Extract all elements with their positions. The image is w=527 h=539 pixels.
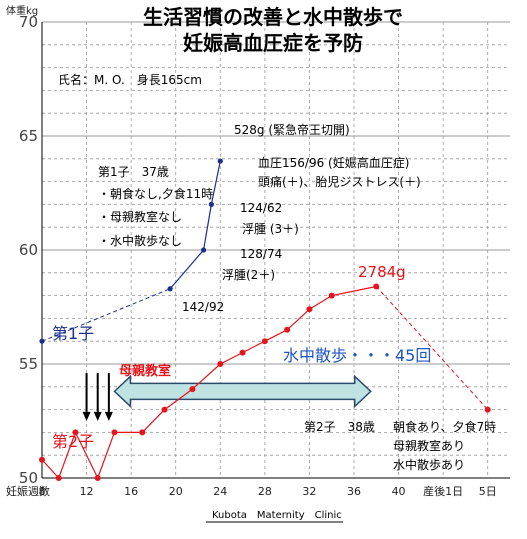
data-point (189, 386, 196, 393)
data-point (217, 361, 224, 367)
x-axis-label: 妊娠週数 (6, 484, 50, 498)
water-walk-label: 水中散歩・・・45回 (283, 346, 431, 365)
x-tick-label: 12 (80, 485, 94, 498)
class-arrow-head (104, 411, 113, 421)
footer: Kubota Maternity Clinic (206, 510, 343, 523)
data-point (217, 158, 223, 164)
series-segment (202, 204, 212, 251)
y-tick-label: 50 (19, 469, 38, 487)
series-segment (286, 308, 310, 331)
axes (41, 22, 510, 479)
x-tick-labels: 8 12 16 20 24 28 32 36 40 産後1日 5日 (39, 484, 497, 498)
x-tick-label: 5日 (479, 485, 497, 498)
edema-3-label: 浮腫 (3＋) (242, 222, 299, 236)
data-point (261, 338, 268, 345)
x-tick-label: 20 (169, 485, 183, 498)
data-point (111, 429, 118, 436)
series-segment (41, 459, 60, 479)
y-tick-label: 55 (19, 355, 38, 373)
y-tick-label: 65 (19, 127, 38, 145)
first-child-note-1: 第1子 37歳 (98, 165, 169, 179)
first-child-label: 第1子 (52, 324, 94, 343)
series-segment (169, 249, 205, 290)
y-axis-label: 体重kg (6, 4, 38, 17)
data-point (167, 286, 173, 292)
series-segment (141, 409, 166, 433)
data-point (239, 349, 246, 356)
y-tick-label: 70 (19, 13, 38, 31)
series-segment (242, 340, 266, 354)
second-child-series (39, 283, 491, 481)
x-tick-label: 24 (213, 485, 227, 498)
mother-class-label: 母親教室 (119, 363, 171, 379)
y-tick-label: 60 (19, 241, 38, 259)
edema-2-label: 浮腫(2＋) (222, 268, 275, 282)
x-tick-label: 16 (124, 485, 138, 498)
data-point (208, 201, 214, 207)
second-child-note-2: 朝食あり、夕食7時 (393, 419, 496, 434)
second-child-label: 第2子 (52, 432, 94, 451)
series-segment (74, 432, 99, 479)
bp-128-label: 128/74 (240, 247, 282, 261)
x-tick-label: 8 (39, 485, 46, 498)
x-tick-label: 32 (302, 485, 316, 498)
footer-text: Kubota Maternity Clinic (212, 510, 342, 521)
data-point (328, 292, 335, 299)
first-child-note-2: ・朝食なし,夕食11時 (98, 186, 213, 201)
series-segment (220, 352, 243, 365)
bp-142-label: 142/92 (182, 300, 224, 314)
data-point (373, 283, 380, 290)
class-arrow-head (93, 411, 102, 421)
data-point (55, 475, 62, 481)
x-tick-label: 28 (258, 485, 272, 498)
class-arrow-head (82, 411, 91, 421)
final-bp-line2: 頭痛(＋)、胎児ジストレス(＋) (258, 174, 421, 189)
x-tick-label: 産後1日 (423, 484, 463, 498)
mother-class-arrows (82, 373, 113, 421)
data-point (39, 456, 45, 463)
series-segment (97, 432, 115, 479)
patient-label: 氏名：M. O. 身長165cm (58, 72, 202, 87)
data-point (200, 247, 207, 253)
second-child-note-1: 第2子 38歳 (304, 420, 375, 434)
data-point (94, 475, 101, 481)
x-tick-label: 40 (392, 485, 406, 498)
data-point (306, 306, 313, 313)
x-tick-label: 36 (347, 485, 361, 498)
series-segment (264, 329, 288, 342)
y-tick-labels: 50 55 60 65 70 (19, 13, 38, 487)
first-child-note-3: ・母親教室なし (98, 209, 182, 224)
series-segment (164, 388, 193, 411)
chart-title: 生活習慣の改善と水中散歩で (143, 5, 403, 29)
birth-1-label: 528g (緊急帝王切開) (234, 122, 350, 137)
data-point (139, 429, 146, 436)
second-child-note-3: 母親教室あり (393, 438, 465, 453)
bp-124-label: 124/62 (240, 201, 282, 215)
data-point (484, 406, 491, 413)
first-child-notes: 第1子 37歳 ・朝食なし,夕食11時 ・母親教室なし ・水中散歩なし (98, 165, 213, 248)
first-child-note-4: ・水中散歩なし (98, 233, 182, 248)
mother-class-marker: 母親教室 (82, 363, 171, 421)
series-segment (41, 288, 171, 342)
birth-2-label: 2784g (358, 263, 406, 281)
data-point (72, 429, 79, 436)
second-child-notes: 第2子 38歳 朝食あり、夕食7時 母親教室あり 水中散歩あり (304, 419, 496, 472)
series-segment (58, 432, 76, 479)
data-point (161, 406, 168, 413)
data-point (39, 338, 45, 344)
first-child-series (39, 158, 223, 344)
final-bp-line1: 血圧156/96 (妊娠高血圧症) (258, 155, 409, 170)
second-child-note-4: 水中散歩あり (393, 457, 465, 472)
chart-subtitle: 妊娠高血圧症を予防 (183, 31, 363, 55)
series-segment (331, 285, 377, 297)
series-segment (309, 295, 333, 310)
series-segment (210, 160, 221, 205)
series-segment (192, 363, 221, 390)
data-point (284, 326, 291, 333)
